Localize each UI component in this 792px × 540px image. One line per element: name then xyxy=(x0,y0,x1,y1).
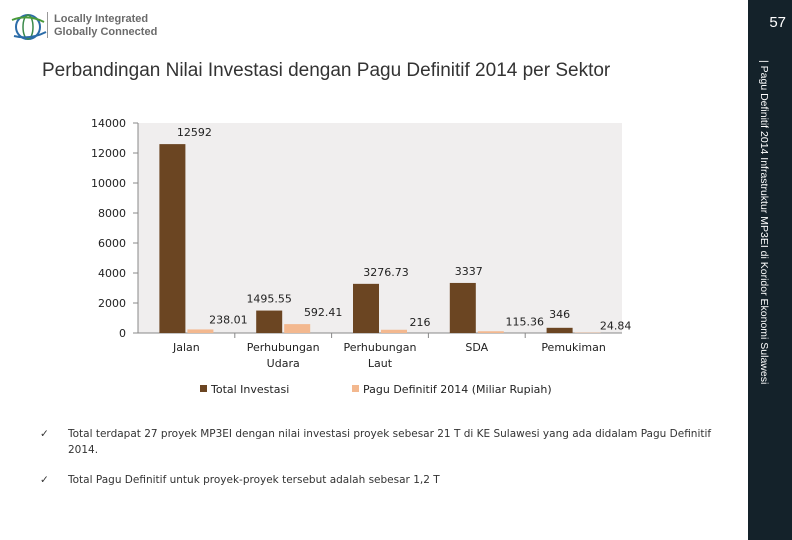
logo-line-2: Globally Connected xyxy=(54,26,158,38)
logo xyxy=(8,10,168,44)
page-title: Perbandingan Nilai Investasi dengan Pagu… xyxy=(42,60,611,81)
bar-total-investasi xyxy=(546,327,573,333)
globe-logo-icon xyxy=(11,14,47,40)
logo-separator xyxy=(47,12,48,38)
y-tick-label: 10000 xyxy=(91,177,126,190)
checkmark-icon: ✓ xyxy=(40,474,49,486)
bar-pagu-definitif xyxy=(187,329,214,333)
data-label-total-investasi: 346 xyxy=(549,308,570,321)
legend-swatch-pagu-definitif xyxy=(352,385,359,392)
data-label-pagu-definitif: 592.41 xyxy=(304,306,343,319)
bar-total-investasi xyxy=(449,282,476,333)
bullet-item: ✓ Total terdapat 27 proyek MP3EI dengan … xyxy=(40,426,720,458)
x-tick-label: Udara xyxy=(267,357,300,370)
y-tick-label: 0 xyxy=(119,327,126,340)
y-tick-label: 6000 xyxy=(98,237,126,250)
x-tick-label: Pemukiman xyxy=(541,341,606,354)
bar-pagu-definitif xyxy=(477,331,504,333)
y-tick-label: 2000 xyxy=(98,297,126,310)
x-tick-label: Laut xyxy=(368,357,393,370)
bullet-text: Total Pagu Definitif untuk proyek-proyek… xyxy=(68,474,440,486)
legend-swatch-total-investasi xyxy=(200,385,207,392)
data-label-total-investasi: 3276.73 xyxy=(363,266,409,279)
legend-label-pagu-definitif: Pagu Definitif 2014 (Miliar Rupiah) xyxy=(363,383,552,396)
right-sidebar: 57 xyxy=(748,0,792,540)
bullet-text: Total terdapat 27 proyek MP3EI dengan ni… xyxy=(68,428,712,456)
x-tick-label: Jalan xyxy=(172,341,200,354)
bar-pagu-definitif xyxy=(381,329,407,333)
bar-pagu-definitif xyxy=(284,324,311,333)
plot-area xyxy=(138,123,622,333)
data-label-pagu-definitif: 115.36 xyxy=(506,315,545,328)
sidebar-caption: | Pagu Definitif 2014 Infrastruktur MP3E… xyxy=(758,60,790,384)
logo-line-1: Locally Integrated xyxy=(54,13,149,25)
bar-total-investasi xyxy=(256,310,283,333)
page-number: 57 xyxy=(769,14,786,31)
x-tick-label: Perhubungan xyxy=(247,341,320,354)
data-label-total-investasi: 3337 xyxy=(455,265,483,278)
data-label-total-investasi: 1495.55 xyxy=(246,293,292,306)
x-tick-label: SDA xyxy=(465,341,488,354)
bullet-item: ✓ Total Pagu Definitif untuk proyek-proy… xyxy=(40,472,720,488)
bullet-list: ✓ Total terdapat 27 proyek MP3EI dengan … xyxy=(40,426,720,502)
y-tick-label: 14000 xyxy=(91,117,126,130)
bar-chart: 0 2000 4000 6000 8000 10000 12000 14000 12592 238… xyxy=(91,117,632,396)
data-label-pagu-definitif: 216 xyxy=(410,316,431,329)
legend-label-total-investasi: Total Investasi xyxy=(210,383,289,396)
y-tick-label: 12000 xyxy=(91,147,126,160)
data-label-total-investasi: 12592 xyxy=(177,126,212,139)
data-label-pagu-definitif: 238.01 xyxy=(209,313,248,326)
bar-total-investasi xyxy=(353,283,379,333)
y-tick-label: 8000 xyxy=(98,207,126,220)
y-tick-label: 4000 xyxy=(98,267,126,280)
x-tick-label: Perhubungan xyxy=(344,341,417,354)
logo-text: Locally Integrated Globally Connected xyxy=(54,13,157,39)
data-label-pagu-definitif: 24.84 xyxy=(600,320,632,333)
bar-total-investasi xyxy=(159,144,186,333)
checkmark-icon: ✓ xyxy=(40,428,49,440)
